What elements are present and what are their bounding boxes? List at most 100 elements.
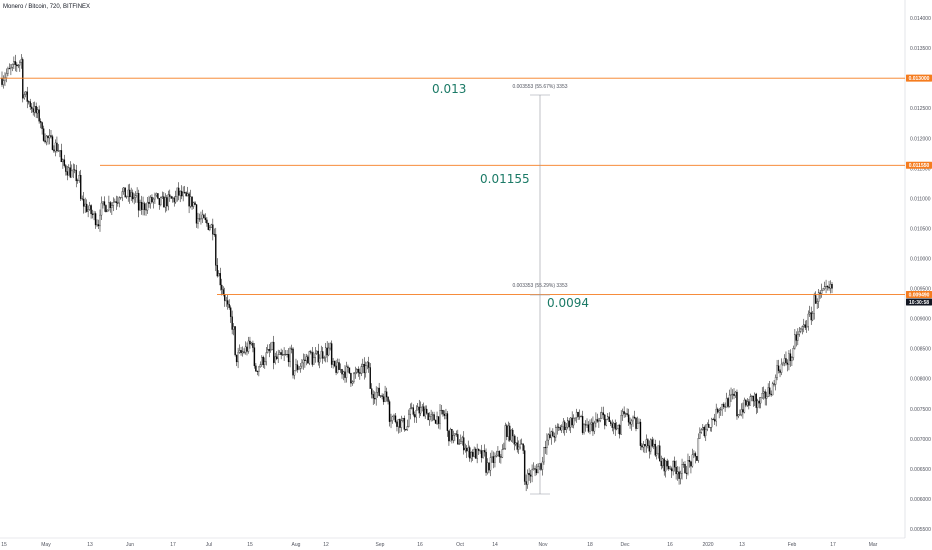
- candle-body: [198, 218, 201, 220]
- candle-body: [602, 412, 605, 416]
- candle-body: [188, 193, 190, 207]
- candle-body: [663, 458, 665, 472]
- candle-body: [498, 451, 501, 457]
- candle-body: [226, 300, 229, 305]
- candle-body: [128, 189, 131, 198]
- candle-body: [691, 454, 694, 467]
- candle-body: [402, 418, 404, 421]
- candle-body: [439, 410, 441, 424]
- candle-body: [308, 351, 311, 364]
- candle-body: [522, 443, 524, 451]
- candle-body: [148, 201, 150, 204]
- candle-body: [428, 416, 431, 421]
- candle-body: [782, 362, 784, 365]
- candle-body: [26, 91, 28, 102]
- candle-body: [363, 363, 365, 374]
- candle-body: [77, 180, 79, 182]
- candle-body: [195, 204, 198, 224]
- candle-body: [183, 191, 186, 193]
- candle-body: [630, 420, 633, 425]
- candle-body: [771, 383, 774, 396]
- candle-body: [709, 427, 711, 428]
- candle-body: [745, 399, 747, 406]
- candle-body: [773, 383, 775, 385]
- candle-body: [653, 443, 655, 447]
- candle-body: [774, 377, 777, 385]
- x-tick-label: Jul: [206, 542, 212, 548]
- candle-body: [532, 468, 535, 470]
- candle-body: [310, 351, 312, 353]
- candle-body: [120, 197, 122, 199]
- candle-body: [568, 420, 570, 428]
- candle-body: [654, 443, 657, 456]
- candle-body: [154, 194, 156, 200]
- level-axis-badge: [906, 161, 932, 169]
- candle-body: [275, 356, 278, 359]
- x-tick-label: 15: [247, 542, 253, 548]
- candle-body: [794, 334, 796, 349]
- y-tick-label: 0.012000: [910, 136, 931, 142]
- candle-body: [360, 366, 363, 374]
- candle-body: [593, 422, 596, 432]
- candle-body: [252, 342, 254, 348]
- candle-body: [613, 422, 615, 428]
- candle-body: [406, 426, 409, 430]
- candle-body: [333, 361, 336, 367]
- candle-body: [537, 466, 539, 474]
- candle-body: [728, 394, 731, 407]
- candle-body: [305, 356, 308, 361]
- candle-body: [736, 391, 738, 417]
- candle-body: [353, 373, 355, 383]
- candle-body: [379, 395, 382, 397]
- candle-body: [376, 387, 379, 393]
- candle-body: [281, 354, 284, 356]
- candle-body: [332, 361, 334, 365]
- x-tick-label: Sep: [376, 542, 385, 548]
- candle-body: [186, 193, 189, 197]
- candle-body: [641, 445, 643, 448]
- level-label: 0.013: [432, 82, 466, 96]
- candle-body: [483, 450, 486, 453]
- candle-body: [584, 424, 587, 426]
- candle-body: [577, 411, 579, 417]
- candle-body: [179, 190, 181, 196]
- candle-body: [512, 429, 514, 437]
- candle-body: [108, 202, 110, 211]
- candle-body: [761, 393, 763, 398]
- candle-body: [44, 140, 46, 143]
- candle-body: [639, 421, 642, 446]
- candle-body: [513, 435, 515, 445]
- candle-body: [433, 414, 435, 421]
- candle-body: [791, 357, 793, 362]
- candle-body: [599, 418, 602, 421]
- candle-body: [74, 169, 76, 171]
- measure-tool: 0.003553 (55.67%) 3353 0.003353 (55.29%) …: [512, 84, 568, 495]
- candle-body: [143, 203, 146, 210]
- candle-body: [616, 428, 618, 430]
- candle-body: [121, 191, 123, 198]
- candle-body: [287, 354, 290, 363]
- candle-body: [270, 349, 272, 351]
- candle-body: [273, 341, 275, 363]
- candle-body: [632, 416, 634, 422]
- x-tick-label: Jun: [126, 542, 134, 548]
- candle-body: [734, 391, 737, 396]
- candle-body: [91, 213, 94, 215]
- candle-body: [665, 460, 667, 472]
- candle-body: [258, 366, 260, 372]
- candle-body: [443, 413, 446, 416]
- candle-body: [760, 397, 762, 404]
- candle-body: [544, 447, 547, 449]
- level-axis-label: 0.009490: [909, 292, 930, 298]
- candle-body: [391, 416, 394, 421]
- candle-body: [336, 362, 339, 373]
- candle-body: [446, 413, 449, 431]
- candle-body: [454, 433, 456, 436]
- candle-body: [5, 73, 8, 78]
- candle-body: [828, 286, 830, 289]
- candle-body: [112, 202, 115, 206]
- candle-body: [770, 393, 772, 396]
- candle-body: [296, 364, 299, 370]
- candle-body: [94, 213, 97, 226]
- x-tick-label: Nov: [539, 542, 548, 548]
